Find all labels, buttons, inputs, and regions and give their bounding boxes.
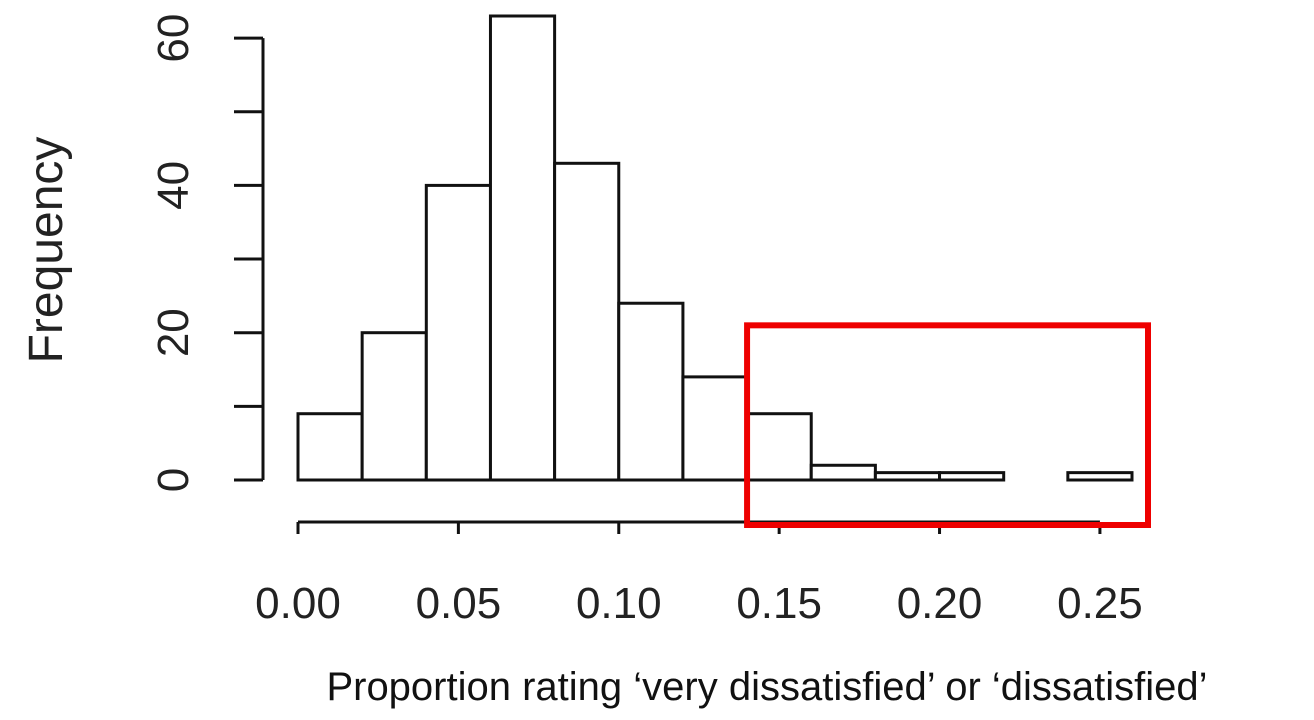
- histogram-bar: [1066, 471, 1134, 482]
- highlight-box: [744, 322, 1151, 529]
- x-tick-label: 0.05: [416, 579, 502, 628]
- histogram-bar: [681, 375, 749, 482]
- histogram-bar: [360, 331, 428, 482]
- histogram-bar: [809, 463, 877, 482]
- highlight-layer: [744, 322, 1151, 529]
- x-axis-title: Proportion rating ‘very dissatisfied’ or…: [326, 665, 1207, 709]
- histogram-bar: [873, 471, 942, 482]
- histogram-bar: [617, 301, 685, 482]
- histogram-bar: [938, 471, 1006, 482]
- y-tick-label: 40: [149, 161, 198, 210]
- histogram-bar: [488, 14, 557, 482]
- y-tick-label: 20: [149, 308, 198, 357]
- histogram-bar: [553, 161, 621, 482]
- histogram-bar: [424, 183, 492, 482]
- y-tick-label: 60: [149, 14, 198, 63]
- histogram-bar: [296, 412, 364, 482]
- x-tick-label: 0.20: [897, 579, 983, 628]
- x-tick-label: 0.10: [576, 579, 662, 628]
- x-tick-label: 0.00: [255, 579, 341, 628]
- y-tick-label: 0: [149, 468, 198, 492]
- y-axis-title: Frequency: [20, 137, 73, 364]
- x-tick-label: 0.15: [736, 579, 822, 628]
- bars-layer: [296, 14, 1134, 482]
- labels-layer: 0.00 0.05 0.10 0.15 0.20 0.25 0 20 40 60: [149, 14, 1143, 628]
- x-tick-label: 0.25: [1057, 579, 1143, 628]
- histogram-bar: [745, 412, 813, 482]
